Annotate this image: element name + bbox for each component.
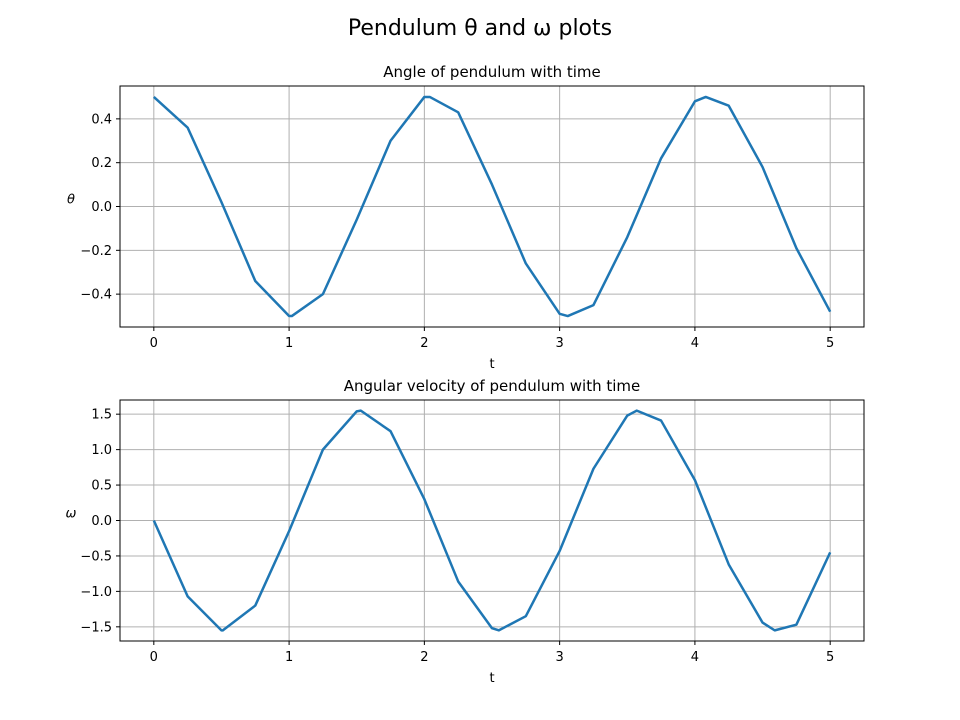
omega-subplot-title: Angular velocity of pendulum with time: [344, 377, 641, 395]
angle-y-axis-label: θ: [67, 193, 75, 208]
omega-x-axis-label: t: [489, 671, 494, 686]
omega-y-axis-label: ω: [66, 507, 77, 522]
angle-x-tick-label: 5: [826, 336, 834, 351]
omega-x-tick-label: 4: [691, 650, 699, 665]
omega-x-tick-label: 5: [826, 650, 834, 665]
angle-y-tick-label: −0.2: [80, 244, 112, 259]
angular-velocity-subplot: 0 1 2 3 4 5 −1.5 −1.0 −0.5 0.0 0.5 1.0 1.5 Angular ve…: [66, 377, 865, 686]
omega-y-tick-label: −1.5: [80, 620, 112, 635]
omega-y-tick-label: −0.5: [80, 549, 112, 564]
angle-subplot: 0 1 2 3 4 5 −0.4 −0.2 0.0 0.2 0.4 Angle of pendulum…: [67, 63, 865, 372]
angle-y-tick-label: 0.4: [91, 112, 112, 127]
omega-x-tick-label: 2: [420, 650, 428, 665]
angle-x-axis-label: t: [489, 357, 494, 372]
angle-x-tick-label: 0: [150, 336, 158, 351]
omega-y-tick-label: −1.0: [80, 585, 112, 600]
angle-series-line: [152, 95, 832, 318]
omega-series-line: [152, 409, 832, 632]
figure-suptitle: Pendulum θ and ω plots: [348, 16, 612, 41]
angle-x-tick-label: 4: [691, 336, 699, 351]
angle-y-tick-label: 0.2: [91, 156, 112, 171]
angle-x-tick-label: 3: [555, 336, 563, 351]
angle-x-tick-label: 1: [285, 336, 293, 351]
angle-subplot-title: Angle of pendulum with time: [383, 63, 601, 81]
angle-y-tick-label: 0.0: [91, 200, 112, 215]
omega-y-tick-label: 1.5: [91, 408, 112, 423]
angle-y-tick-label: −0.4: [80, 288, 112, 303]
omega-x-tick-label: 3: [555, 650, 563, 665]
omega-x-tick-label: 0: [150, 650, 158, 665]
omega-y-tick-label: 0.5: [91, 479, 112, 494]
angle-x-tick-label: 2: [420, 336, 428, 351]
omega-y-tick-label: 1.0: [91, 443, 112, 458]
omega-x-tick-label: 1: [285, 650, 293, 665]
omega-y-tick-label: 0.0: [91, 514, 112, 529]
